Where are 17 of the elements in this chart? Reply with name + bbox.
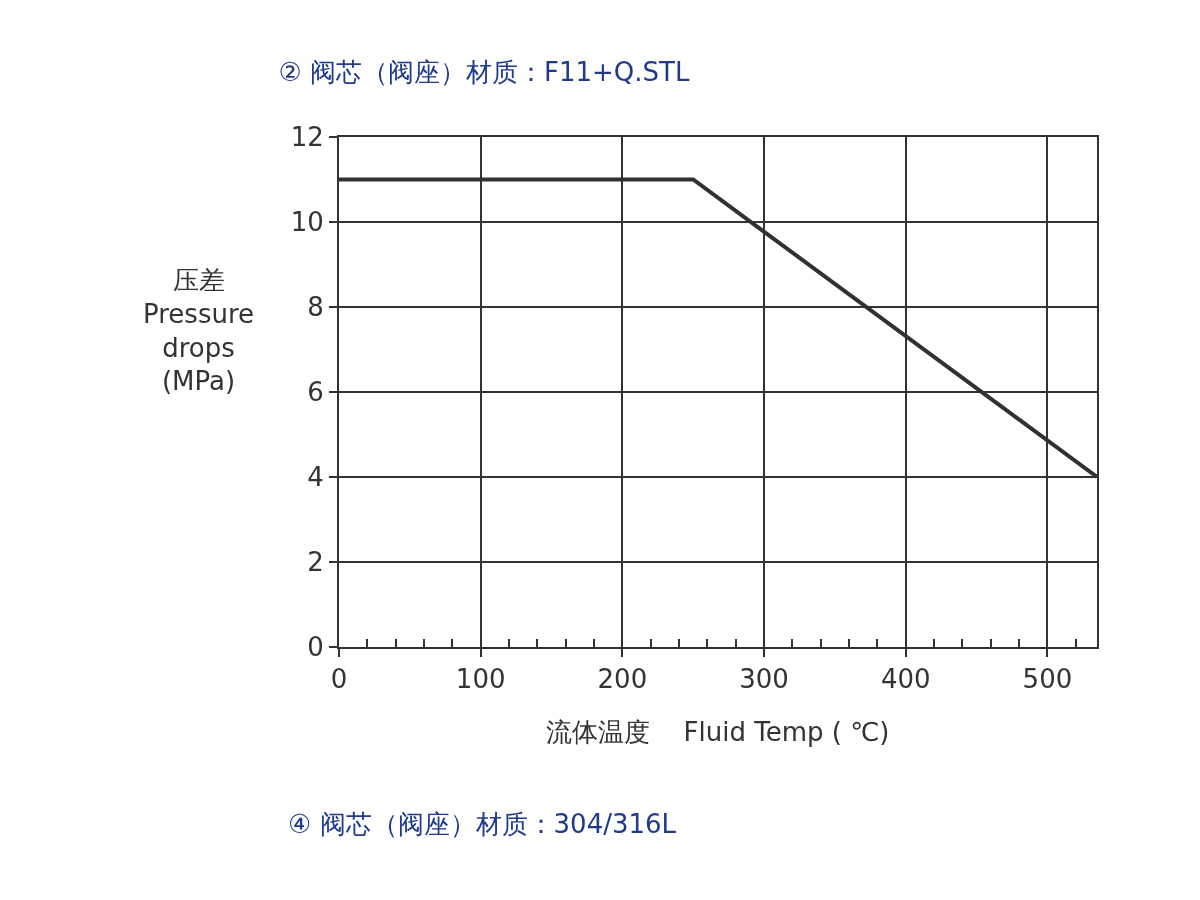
x-tick-label: 100 — [455, 664, 506, 695]
y-axis-title: 压差 Pressure drops (MPa) — [143, 265, 255, 397]
y-tick-label: 0 — [307, 632, 324, 663]
x-tick-label: 400 — [880, 664, 931, 695]
x-tick-label: 300 — [739, 664, 789, 695]
x-tick-label: 0 — [330, 664, 348, 695]
text: ④ 阀芯（阀座）材质：304/316L — [288, 809, 677, 839]
y-tick-label: 6 — [307, 377, 324, 408]
x-tick-label: 200 — [597, 664, 648, 695]
y-tick-label: 10 — [290, 207, 324, 238]
y-tick-label: 2 — [307, 547, 324, 578]
chart-title: ② 阀芯（阀座）材质：F11+Q.STL — [278, 57, 690, 88]
x-tick-label: 500 — [1022, 664, 1073, 695]
y-tick-label: 4 — [307, 462, 324, 493]
x-axis-title: 流体温度 Fluid Temp ( ℃) — [546, 717, 890, 748]
y-tick-label: 8 — [307, 292, 324, 323]
y-tick-label: 12 — [290, 122, 324, 153]
